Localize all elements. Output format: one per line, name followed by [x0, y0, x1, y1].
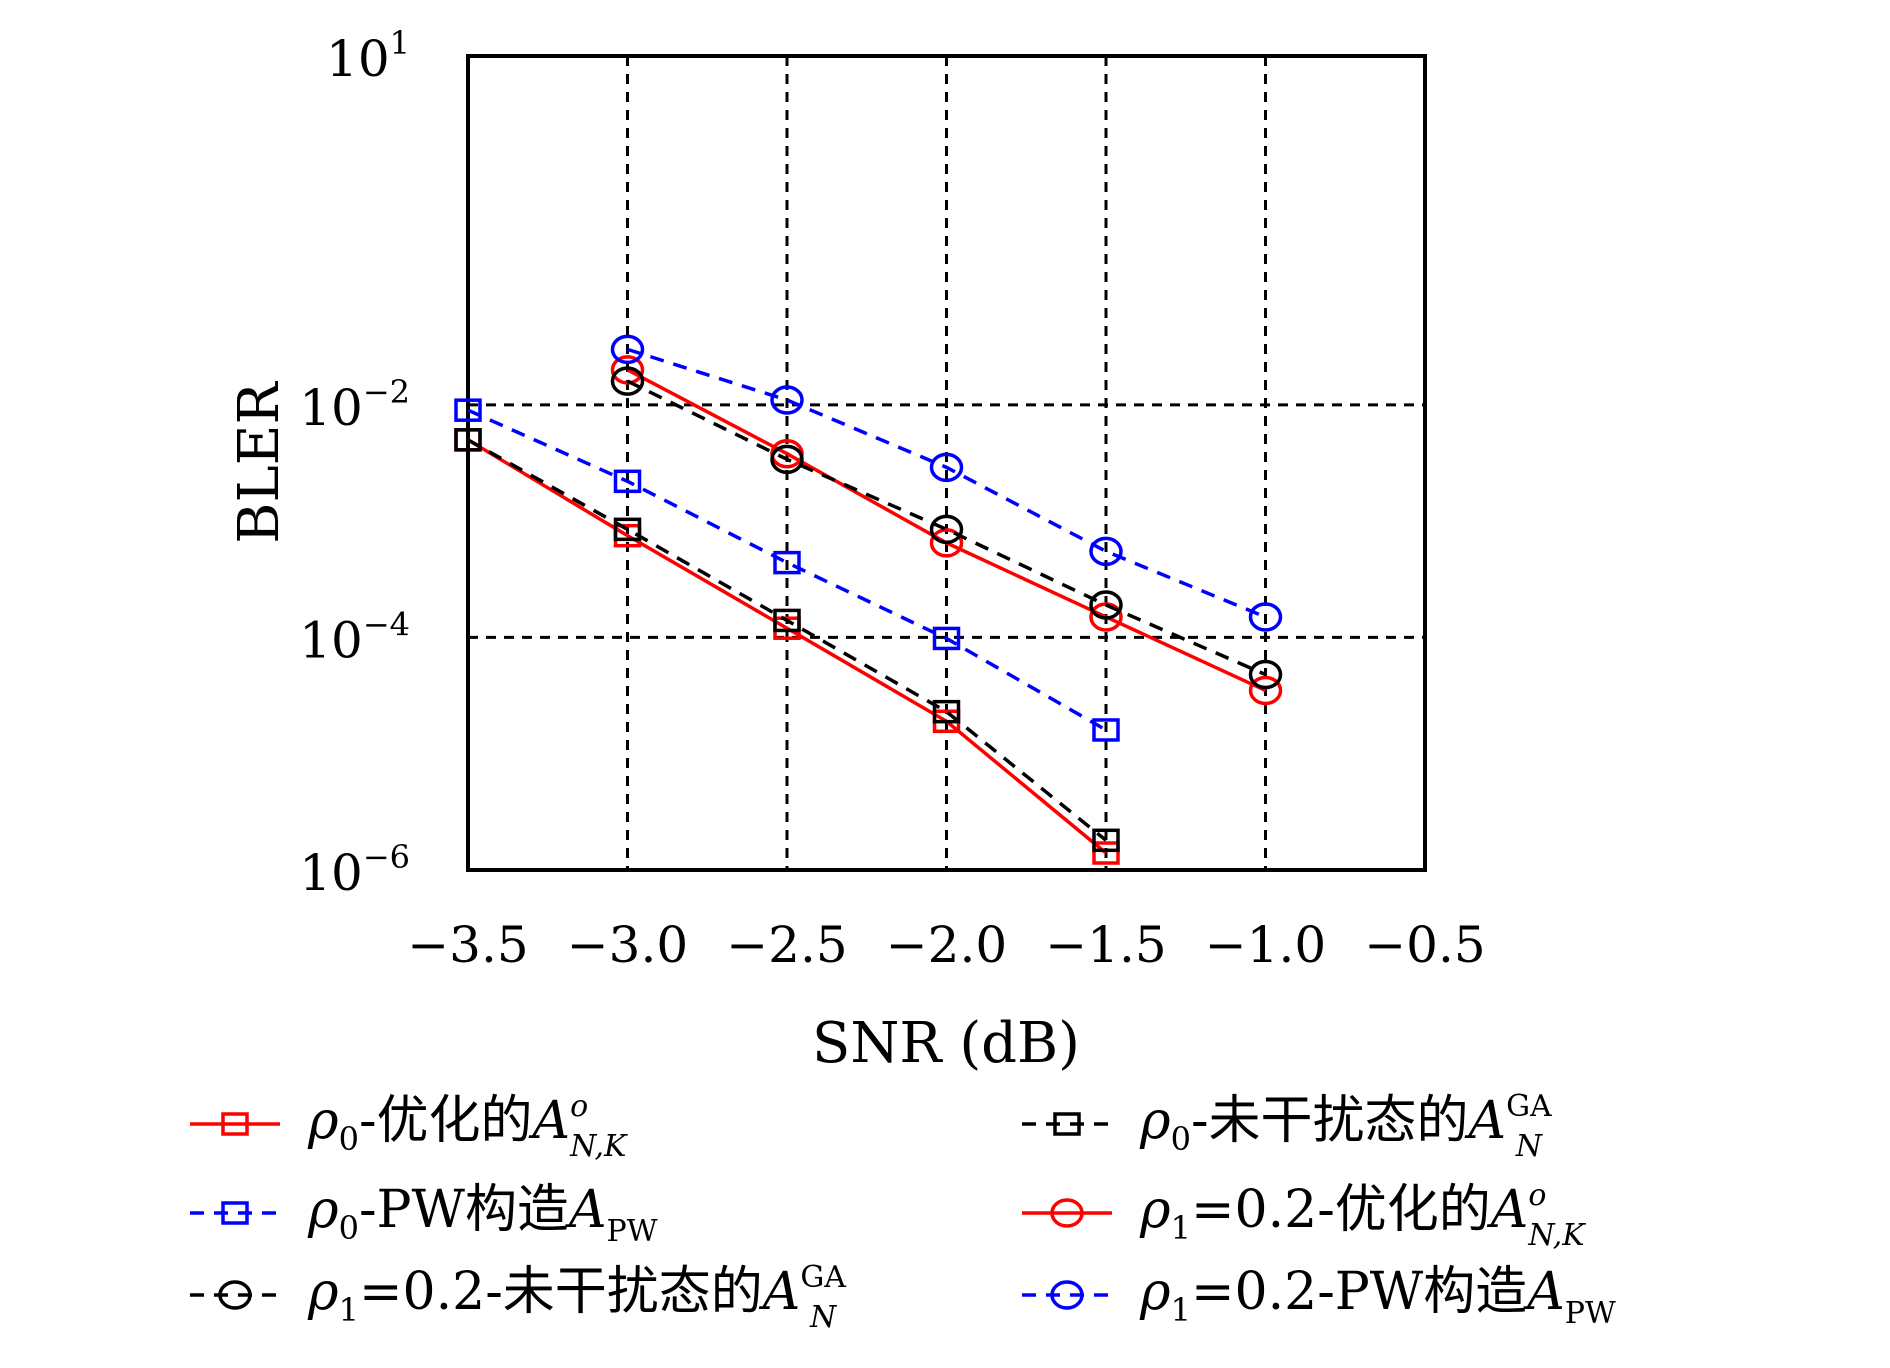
legend-swatch-marker [1050, 1280, 1084, 1310]
y-tick-labels: 101 10−2 10−4 10−6 [299, 24, 410, 902]
data-point-marker [773, 550, 801, 575]
data-point-marker [1092, 718, 1120, 742]
legend-item: ρ0-优化的Ao N,K [190, 1089, 628, 1164]
legend-item: ρ0-PW构造APW [190, 1180, 658, 1249]
legend-item: ρ1=0.2-PW构造APW [1022, 1262, 1616, 1331]
x-axis-label: SNR (dB) [812, 1011, 1080, 1076]
data-point-marker [770, 444, 804, 475]
legend: ρ0-优化的Ao N,K ρ0-PW构造APW ρ1=0.2-未干扰态的AGA N ρ0-… [190, 1089, 1616, 1335]
series-2 [454, 428, 1120, 853]
legend-swatch-marker [218, 1280, 252, 1310]
y-axis-label: BLER [227, 380, 292, 543]
data-point-marker [610, 334, 645, 365]
x-tick-label: −0.5 [1364, 916, 1485, 974]
data-point-marker [454, 398, 482, 422]
y-tick-label: 101 [326, 24, 410, 88]
legend-swatch-marker [1053, 1112, 1081, 1136]
series-line [467, 438, 1108, 855]
data-point-marker [454, 428, 482, 452]
legend-label: ρ0-优化的Ao N,K [307, 1089, 628, 1164]
series-line [626, 347, 1267, 619]
series-3 [454, 398, 1120, 742]
data-point-marker [1089, 590, 1123, 620]
x-tick-label: −3.5 [407, 916, 528, 974]
legend-label: ρ1=0.2-PW构造APW [1139, 1262, 1616, 1331]
data-point-marker [613, 469, 642, 494]
data-point-marker [1248, 675, 1283, 706]
data-point-marker [929, 528, 964, 558]
legend-label: ρ0-未干扰态的AGA N [1139, 1089, 1552, 1164]
series-layer [454, 334, 1283, 865]
y-tick-label: 10−4 [299, 605, 410, 669]
x-tick-label: −1.0 [1205, 916, 1326, 974]
legend-item: ρ1=0.2-未干扰态的AGA N [190, 1260, 846, 1335]
data-point-marker [1248, 659, 1283, 690]
x-tick-labels: −3.5 −3.0 −2.5 −2.0 −1.5 −1.0 −0.5 [407, 916, 1485, 974]
data-point-marker [1089, 536, 1123, 567]
data-point-marker [932, 626, 961, 651]
plot-frame [466, 54, 1427, 872]
legend-item: ρ1=0.2-优化的Ao N,K [1022, 1178, 1586, 1253]
data-point-marker [613, 517, 642, 542]
data-point-marker [929, 514, 964, 545]
data-point-marker [1089, 602, 1123, 632]
data-point-marker [1092, 841, 1120, 865]
data-point-marker [1248, 602, 1283, 632]
series-5 [610, 366, 1283, 690]
x-tick-label: −3.0 [567, 916, 688, 974]
y-tick-label: 10−2 [299, 373, 410, 437]
legend-swatch-marker [221, 1112, 249, 1136]
x-tick-label: −2.0 [886, 916, 1007, 974]
legend-item: ρ0-未干扰态的AGA N [1022, 1089, 1552, 1164]
data-point-marker [770, 385, 804, 415]
x-tick-label: −2.5 [726, 916, 847, 974]
data-point-marker [932, 699, 961, 724]
x-tick-label: −1.5 [1045, 916, 1166, 974]
legend-swatch-marker [1050, 1198, 1084, 1228]
series-line [626, 379, 1267, 677]
data-point-marker [773, 608, 801, 633]
grid-lines [468, 56, 1425, 870]
series-6 [610, 334, 1283, 632]
data-point-marker [610, 366, 645, 396]
series-line [467, 438, 1108, 842]
data-point-marker [1092, 828, 1120, 853]
legend-label: ρ1=0.2-优化的Ao N,K [1139, 1178, 1586, 1253]
legend-label: ρ1=0.2-未干扰态的AGA N [307, 1260, 846, 1335]
legend-label: ρ0-PW构造APW [307, 1180, 658, 1249]
legend-swatch-marker [221, 1201, 249, 1225]
y-tick-label: 10−6 [299, 838, 410, 902]
data-point-marker [929, 452, 964, 483]
